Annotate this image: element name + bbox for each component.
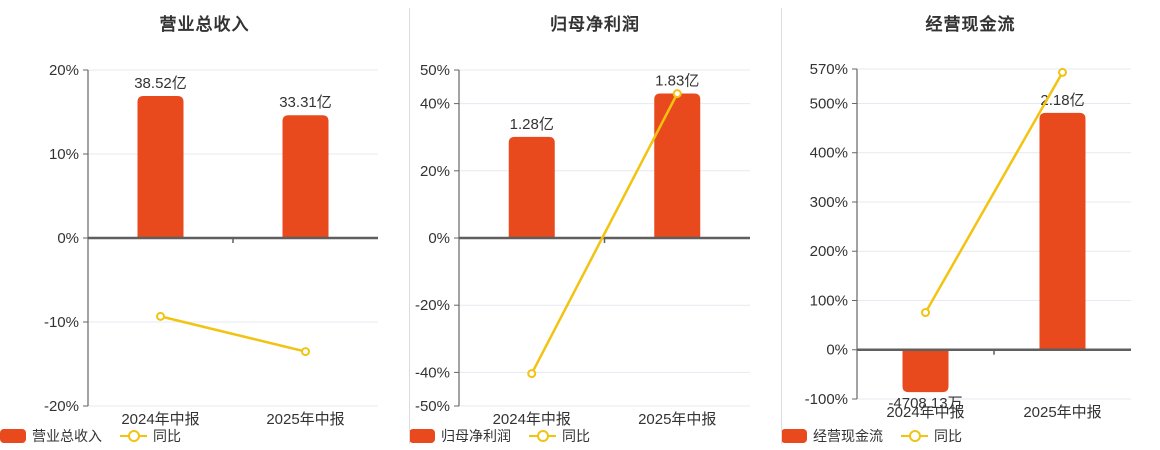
y-tick-label: -40% <box>415 364 450 381</box>
chart-canvas: 50% 40% 20% 0% -20% -40% -50% 1.28亿 1.83亿 2024年中报… <box>415 62 750 428</box>
chart-panel-net-profit: 归母净利润 50% 40% 20% 0% -20% -40% -50% 1.28亿 1.83亿 2… <box>409 0 781 450</box>
legend: 经营现金流 同比 <box>781 427 962 445</box>
bar-value-label: 1.28亿 <box>510 116 554 133</box>
y-tick-label: 570% <box>810 61 848 78</box>
x-category-label: 2025年中报 <box>638 411 716 428</box>
legend-label: 同比 <box>153 428 181 444</box>
y-tick-label: -20% <box>44 398 79 415</box>
y-tick-label: 0% <box>428 230 450 247</box>
y-tick-label: 300% <box>810 194 848 211</box>
y-tick-label: 20% <box>49 62 79 79</box>
x-category-label: 2024年中报 <box>493 411 571 428</box>
legend-label: 同比 <box>562 428 590 444</box>
chart-title: 归母净利润 <box>550 15 640 34</box>
y-tick-label: 10% <box>49 146 79 163</box>
legend: 归母净利润 同比 <box>409 427 590 445</box>
panel-divider <box>409 8 410 444</box>
bar-swatch-icon <box>781 429 807 443</box>
legend-item-bar[interactable]: 经营现金流 <box>781 426 883 446</box>
bar-swatch-icon <box>0 429 26 443</box>
x-category-label: 2025年中报 <box>266 411 344 428</box>
legend-label: 同比 <box>934 428 962 444</box>
legend-item-bar[interactable]: 营业总收入 <box>0 426 102 446</box>
y-tick-label: 20% <box>420 163 450 180</box>
x-category-label: 2024年中报 <box>886 404 964 421</box>
bar-value-label: 2.18亿 <box>1040 92 1084 109</box>
line-series <box>160 315 306 353</box>
chart-canvas: 20% 10% 0% -10% -20% 38.52亿 33.31亿 2024年中报 2025年… <box>44 62 378 428</box>
chart-panel-cash-flow: 经营现金流 570% 500% 400% 300% 200% 100% 0% -100% -47… <box>781 0 1160 450</box>
line-point[interactable] <box>527 369 537 379</box>
line-point[interactable] <box>1058 67 1067 77</box>
bar[interactable] <box>902 349 949 393</box>
y-tick-label: 500% <box>810 95 848 112</box>
y-tick-label: -100% <box>805 391 848 408</box>
legend-item-line[interactable]: 同比 <box>120 426 181 446</box>
line-point[interactable] <box>921 308 930 318</box>
bar[interactable] <box>654 93 701 239</box>
legend-label: 归母净利润 <box>441 428 511 444</box>
bar[interactable] <box>137 96 184 238</box>
bar-swatch-icon <box>409 429 435 443</box>
line-series <box>924 71 1064 314</box>
panel-divider <box>781 8 782 444</box>
chart-canvas: 570% 500% 400% 300% 200% 100% 0% -100% -4708.13万… <box>805 61 1131 421</box>
y-tick-label: -50% <box>415 398 450 415</box>
legend-item-bar[interactable]: 归母净利润 <box>409 426 511 446</box>
x-category-label: 2024年中报 <box>121 411 199 428</box>
y-tick-label: 50% <box>420 62 450 79</box>
y-tick-label: 100% <box>810 292 848 309</box>
bar-value-label: -4708.13万 <box>888 395 962 412</box>
line-series <box>530 93 679 375</box>
x-category-label: 2025年中报 <box>1023 404 1101 421</box>
y-tick-label: 40% <box>420 96 450 113</box>
line-marker-icon <box>901 430 928 442</box>
y-tick-label: 400% <box>810 145 848 162</box>
bar-value-label: 33.31亿 <box>279 94 332 111</box>
legend-item-line[interactable]: 同比 <box>901 426 962 446</box>
bar[interactable] <box>282 115 329 238</box>
bar-value-label: 38.52亿 <box>134 75 187 92</box>
bar-value-label: 1.83亿 <box>655 73 699 90</box>
bar[interactable] <box>1039 112 1086 350</box>
legend-item-line[interactable]: 同比 <box>529 426 590 446</box>
line-marker-icon <box>120 430 147 442</box>
line-marker-icon <box>529 430 556 442</box>
y-tick-label: -20% <box>415 297 450 314</box>
line-point[interactable] <box>672 89 682 99</box>
legend-label: 营业总收入 <box>32 428 102 444</box>
line-point[interactable] <box>156 311 165 321</box>
bar[interactable] <box>508 136 555 238</box>
chart-title: 营业总收入 <box>159 15 250 34</box>
legend: 营业总收入 同比 <box>0 427 181 445</box>
y-tick-label: 0% <box>826 342 848 359</box>
y-tick-label: 0% <box>57 230 79 247</box>
y-tick-label: -10% <box>44 314 79 331</box>
chart-title: 经营现金流 <box>925 15 1016 34</box>
y-tick-label: 200% <box>810 243 848 260</box>
legend-label: 经营现金流 <box>813 428 883 444</box>
chart-panel-revenue: 营业总收入 20% 10% 0% -10% -20% 38.52亿 33.31亿 2024年中… <box>0 0 409 450</box>
line-point[interactable] <box>301 347 310 357</box>
